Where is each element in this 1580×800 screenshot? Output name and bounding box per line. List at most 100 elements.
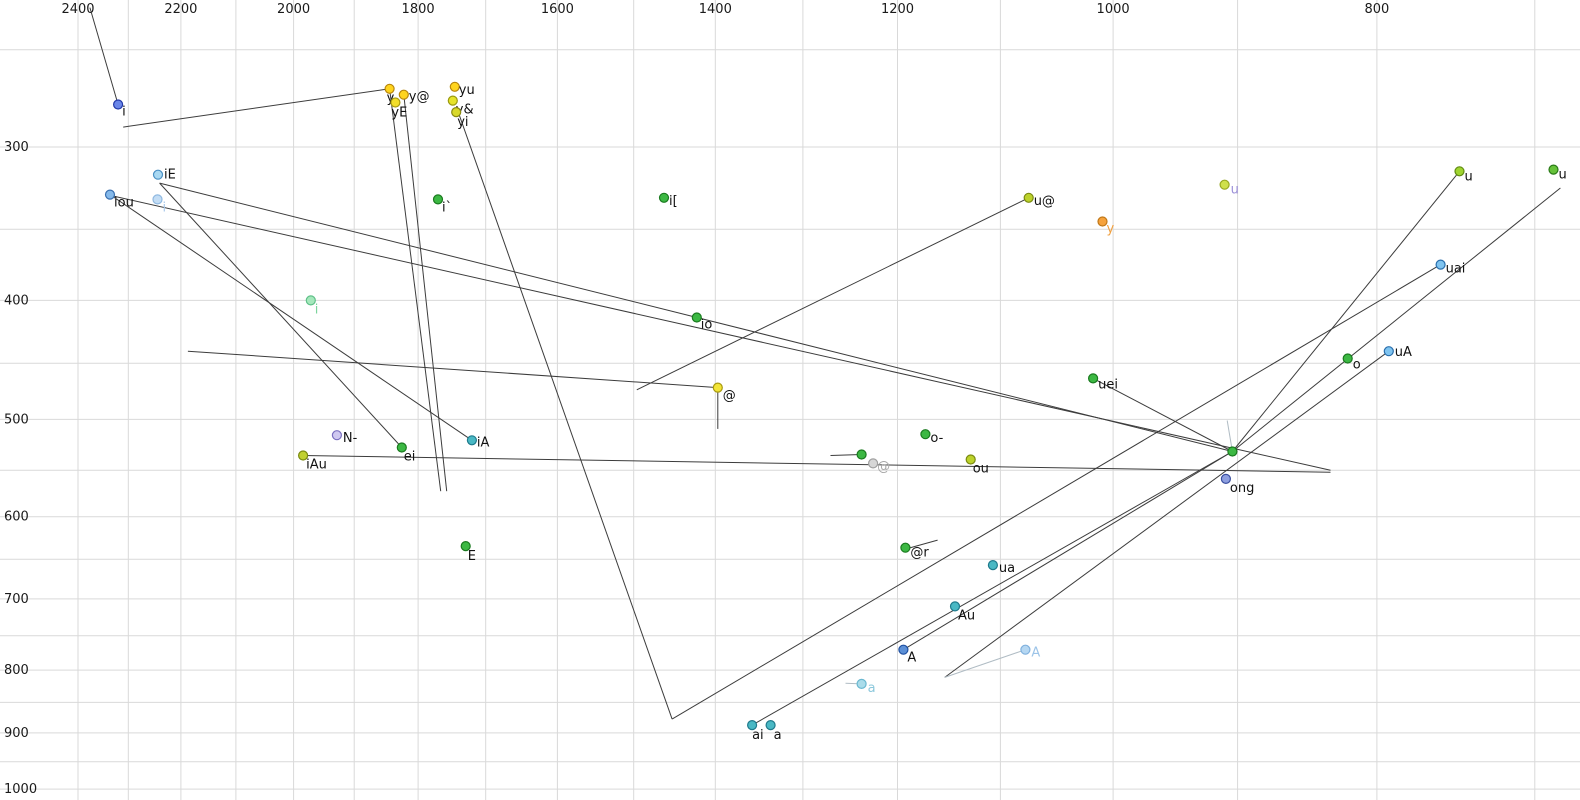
data-point-label: yE [391, 106, 407, 121]
y-tick-label: 300 [4, 140, 29, 155]
data-point-label: A [907, 651, 916, 666]
data-point-label: i [163, 200, 167, 215]
data-point-ei[interactable] [396, 442, 407, 453]
data-point-label: a [868, 681, 876, 696]
data-point-y&[interactable] [447, 95, 458, 106]
data-point-label: u [1465, 169, 1473, 184]
trajectory-line [636, 197, 1029, 391]
data-point-y@[interactable] [398, 89, 409, 100]
data-point-Au[interactable] [949, 601, 961, 612]
data-point-label: @ [723, 389, 736, 404]
trajectory-line [456, 108, 673, 720]
data-point-y[interactable] [384, 83, 395, 94]
trajectory-line [109, 194, 473, 441]
data-point-label: a [774, 728, 782, 743]
data-point-label: E [468, 549, 476, 564]
data-point-ai[interactable] [746, 719, 758, 731]
data-point-unlabeled[interactable] [1227, 446, 1238, 457]
x-tick-label: 800 [1364, 2, 1389, 17]
y-tick-label: 700 [4, 592, 29, 607]
data-point-i[interactable] [112, 99, 124, 110]
y-tick-label: 900 [4, 726, 29, 741]
data-point-y[interactable] [1097, 216, 1108, 227]
data-point-label: iAu [306, 458, 327, 473]
data-point-yE[interactable] [390, 97, 401, 108]
data-point-label: ua [999, 561, 1015, 576]
x-tick-label: 1400 [699, 2, 732, 17]
data-point-i[interactable] [152, 194, 163, 205]
data-point-a[interactable] [765, 719, 776, 731]
data-point-u[interactable] [1548, 164, 1559, 175]
data-point-u[interactable] [1219, 179, 1230, 190]
data-point-label: u [1559, 168, 1567, 183]
y-tick-label: 600 [4, 510, 29, 525]
data-point-label: Au [958, 608, 975, 623]
data-point-iA[interactable] [466, 435, 477, 446]
data-point-i[interactable] [305, 295, 316, 306]
data-point-E[interactable] [460, 540, 471, 552]
data-point-u@[interactable] [1023, 192, 1034, 203]
x-tick-label: 2000 [277, 2, 310, 17]
y-tick-label: 400 [4, 293, 29, 308]
data-point-label: i` [442, 200, 452, 215]
data-point-io[interactable] [691, 312, 702, 323]
trajectory-line [1232, 170, 1460, 452]
data-point-label: ei [404, 450, 416, 465]
x-tick-label: 1600 [541, 2, 574, 17]
data-point-label: iou [114, 196, 134, 211]
data-point-i[[interactable] [658, 192, 670, 203]
data-point-label: uA [1395, 345, 1412, 360]
data-point-@r[interactable] [900, 542, 911, 553]
data-point-u[interactable] [1454, 166, 1465, 177]
data-point-label: @ [877, 459, 890, 474]
data-point-unlabeled[interactable] [856, 449, 867, 460]
data-point-i`[interactable] [432, 194, 444, 205]
data-point-@[interactable] [867, 458, 879, 469]
data-point-iE[interactable] [152, 169, 164, 180]
y-tick-label: 1000 [4, 782, 37, 797]
data-point-label: i [122, 105, 126, 120]
trajectory-line [903, 451, 1233, 651]
trajectory-line [830, 454, 862, 456]
data-point-@[interactable] [712, 382, 723, 393]
trajectory-line [106, 194, 1331, 471]
data-point-label: N- [343, 431, 358, 446]
data-point-a[interactable] [856, 678, 867, 690]
data-point-label: yi [457, 115, 468, 130]
data-point-label: uei [1098, 377, 1118, 392]
trajectory-line [303, 455, 1331, 473]
trajectory-line [1092, 377, 1233, 452]
data-point-A[interactable] [1020, 644, 1031, 655]
data-point-label: y [1107, 222, 1115, 237]
data-point-iou[interactable] [104, 189, 116, 200]
data-point-o[interactable] [1342, 353, 1353, 364]
trajectory-line [187, 350, 718, 389]
data-point-label: y@ [409, 90, 430, 105]
data-point-label: A [1031, 646, 1040, 661]
data-point-label: y [387, 91, 395, 106]
trajectory-line [751, 451, 1233, 726]
data-point-ou[interactable] [965, 454, 976, 465]
y-tick-label: 800 [4, 663, 29, 678]
data-point-label: u@ [1034, 194, 1055, 209]
data-point-label: uai [1446, 262, 1466, 277]
data-point-uA[interactable] [1383, 346, 1394, 357]
data-point-label: io [701, 318, 713, 333]
data-point-ong[interactable] [1220, 473, 1232, 484]
data-point-label: ou [973, 462, 989, 477]
data-point-N-[interactable] [331, 430, 342, 441]
data-point-uai[interactable] [1435, 259, 1446, 270]
data-point-A[interactable] [898, 644, 909, 655]
data-point-ua[interactable] [987, 559, 999, 571]
data-point-o-[interactable] [920, 429, 931, 440]
data-point-iAu[interactable] [298, 450, 309, 461]
trajectory-line [159, 182, 403, 448]
data-point-yu[interactable] [449, 81, 460, 92]
y-tick-label: 500 [4, 412, 29, 427]
data-point-yi[interactable] [451, 106, 462, 118]
trajectory-line [403, 94, 448, 492]
trajectory-line [89, 7, 119, 105]
data-point-uei[interactable] [1087, 373, 1099, 384]
